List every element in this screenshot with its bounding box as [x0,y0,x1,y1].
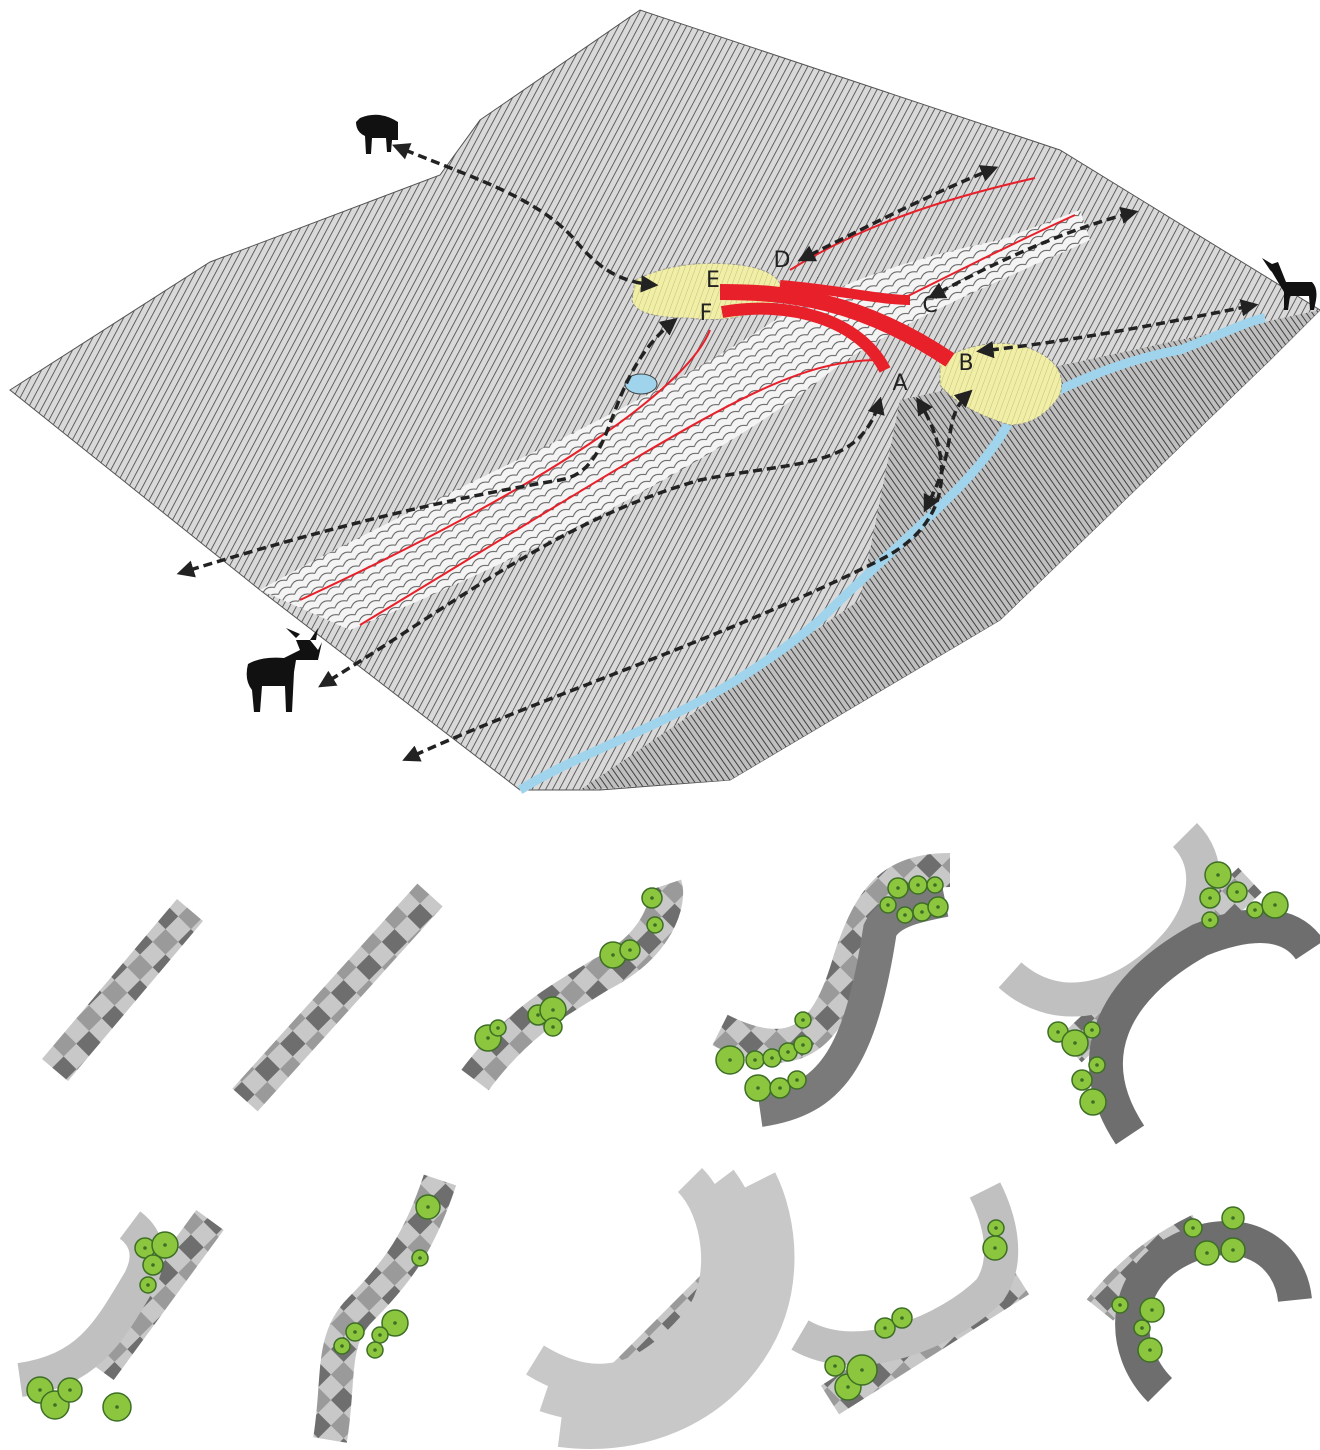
tree-center [994,1226,998,1230]
tree-center [1090,1028,1094,1032]
tree-center [786,1050,790,1054]
tree-center [650,896,654,900]
tree-center [340,1344,344,1348]
paving-strip [330,1180,440,1440]
diagram: A B C D E F [0,0,1320,1450]
tree-center [1095,1063,1099,1067]
module [800,1190,1020,1400]
module [1100,1207,1295,1390]
tree-center [496,1026,500,1030]
module [716,870,950,1110]
tree-center [1253,908,1257,912]
module [1010,835,1310,1135]
module [535,1180,778,1432]
tree-center [1208,896,1212,900]
tree-center [833,1364,837,1368]
tree-center [728,1058,732,1062]
tree-center [993,1246,997,1250]
tree-center [393,1321,397,1325]
tree-center [1056,1030,1060,1034]
tree-center [896,886,900,890]
tree-center [770,1056,774,1060]
corridor-modules [20,835,1310,1440]
tree-center [903,913,907,917]
tree-center [418,1256,422,1260]
tree-center [1216,873,1220,877]
tree-center [860,1368,864,1372]
animal-icons-shape [356,115,398,154]
tree-center [1080,1078,1084,1082]
tree-center [378,1333,382,1337]
marker-label: A [892,371,907,396]
tree-center [883,1326,887,1330]
tree-center [778,1086,782,1090]
paving-strip [55,910,190,1070]
tree-center [846,1385,850,1389]
tree-center [486,1036,490,1040]
module [475,885,666,1080]
tree-center [628,948,632,952]
animal-icons-shape [247,628,322,712]
tree-center [1205,1251,1209,1255]
tree-center [795,1078,799,1082]
paving-strip [1106,926,1310,1135]
marker-label: C [922,293,937,318]
tree-center [611,953,615,957]
tree-center [753,1058,757,1062]
tree-center [1091,1100,1095,1104]
tree-center [1073,1041,1077,1045]
tree-center [1208,918,1212,922]
tree-center [936,905,940,909]
terrain [10,10,1320,790]
marker-label: D [774,248,791,273]
module [55,910,190,1070]
tree-center [801,1043,805,1047]
tree-center [68,1388,72,1392]
module [20,1220,210,1421]
tree-center [1231,1248,1235,1252]
tree-center [920,910,924,914]
module [245,895,430,1100]
tree-center [653,923,657,927]
tree-center [933,883,937,887]
tree-center [38,1388,42,1392]
tree-center [886,903,890,907]
tree-center [551,1025,555,1029]
tree-center [1191,1226,1195,1230]
tree-center [551,1008,555,1012]
tree-center [373,1348,377,1352]
tree-center [53,1403,57,1407]
tree-center [900,1316,904,1320]
tree-center [756,1086,760,1090]
marker-label: F [700,301,713,326]
tree-center [1140,1326,1144,1330]
tree-center [353,1330,357,1334]
marker-label: E [706,268,720,293]
tree-center [151,1263,155,1267]
tree-center [1148,1348,1152,1352]
paving-strip [475,885,666,1080]
module [330,1180,440,1440]
tree-center [426,1205,430,1209]
tree-center [143,1246,147,1250]
tree-center [1118,1303,1122,1307]
tree-center [146,1283,150,1287]
tree-center [1150,1308,1154,1312]
marker-label: B [958,351,973,376]
tree-center [536,1013,540,1017]
tree-center [115,1405,119,1409]
tree-center [163,1243,167,1247]
page: A B C D E F [0,0,1320,1450]
tree-center [1273,903,1277,907]
tree-center [1231,1216,1235,1220]
tree-center [916,883,920,887]
paving-strip [245,895,430,1100]
tree-center [1235,890,1239,894]
tree-center [801,1018,805,1022]
